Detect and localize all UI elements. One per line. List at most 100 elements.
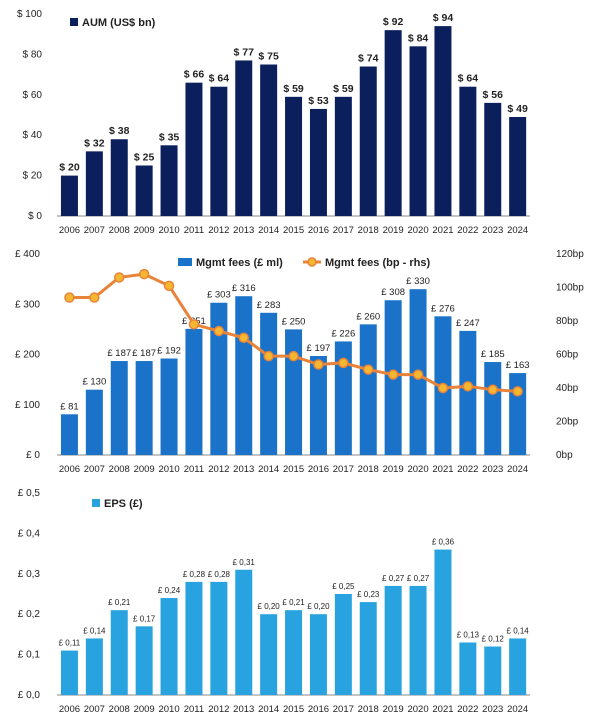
fees-bar bbox=[459, 330, 477, 455]
eps-bar bbox=[384, 585, 402, 695]
fees-bar bbox=[260, 312, 278, 455]
aum-bar bbox=[409, 46, 427, 216]
aum-bar bbox=[509, 117, 527, 216]
fees-value-label: £ 308 bbox=[381, 287, 405, 298]
fees-bp-point bbox=[412, 369, 424, 380]
fees-bar bbox=[309, 356, 327, 455]
eps-value-label: £ 0,21 bbox=[282, 598, 305, 607]
fees-value-label: £ 130 bbox=[82, 377, 106, 388]
aum-bar bbox=[110, 139, 128, 216]
eps-xtick-label: 2016 bbox=[308, 704, 329, 715]
fees-bp-point bbox=[487, 384, 498, 395]
fees-value-label: £ 260 bbox=[356, 311, 380, 322]
aum-value-label: $ 59 bbox=[283, 83, 304, 95]
fees-ytick-left-label: £ 200 bbox=[15, 350, 40, 361]
aum-value-label: $ 35 bbox=[159, 131, 180, 143]
aum-bar bbox=[235, 60, 253, 217]
eps-ytick-label: £ 0,5 bbox=[18, 488, 41, 499]
aum-xtick-label: 2008 bbox=[109, 225, 130, 236]
aum-xtick-label: 2024 bbox=[507, 225, 528, 236]
eps-xtick-label: 2015 bbox=[283, 704, 304, 715]
fees-ytick-right-label: 60bp bbox=[556, 350, 579, 361]
fees-xtick-label: 2016 bbox=[308, 464, 329, 475]
fees-bp-point bbox=[512, 386, 523, 397]
eps-bar bbox=[334, 594, 352, 695]
fees-ytick-right-label: 40bp bbox=[556, 383, 579, 394]
fees-xtick-label: 2018 bbox=[358, 464, 379, 475]
fees-bp-point bbox=[288, 350, 299, 362]
fees-legend-bar-swatch bbox=[178, 258, 192, 266]
eps-bar bbox=[309, 614, 327, 695]
fees-bp-point bbox=[363, 364, 374, 375]
fees-ytick-right-label: 0bp bbox=[556, 450, 573, 461]
aum-value-label: $ 49 bbox=[507, 103, 528, 115]
fees-ytick-right-label: 20bp bbox=[556, 417, 579, 428]
aum-ytick-label: $ 60 bbox=[23, 90, 43, 101]
fees-value-label: £ 185 bbox=[481, 349, 505, 360]
fees-bar bbox=[160, 358, 178, 455]
aum-xtick-label: 2015 bbox=[283, 225, 304, 236]
eps-bar bbox=[409, 585, 427, 695]
fees-xtick-label: 2012 bbox=[208, 464, 229, 475]
aum-bar bbox=[384, 30, 402, 216]
aum-value-label: $ 64 bbox=[458, 73, 479, 85]
eps-ytick-label: £ 0,3 bbox=[18, 569, 41, 580]
aum-value-label: $ 38 bbox=[109, 125, 130, 137]
aum-bar bbox=[185, 82, 203, 217]
aum-value-label: $ 56 bbox=[483, 89, 504, 101]
aum-bar bbox=[210, 86, 228, 216]
eps-legend-label: EPS (£) bbox=[104, 498, 143, 510]
fees-xtick-label: 2015 bbox=[283, 464, 304, 475]
aum-xtick-label: 2013 bbox=[233, 225, 254, 236]
eps-value-label: £ 0,24 bbox=[158, 586, 181, 595]
aum-value-label: $ 84 bbox=[408, 32, 429, 44]
fees-ytick-left-label: £ 300 bbox=[15, 299, 40, 310]
aum-value-label: $ 74 bbox=[358, 53, 379, 65]
aum-legend-label: AUM (US$ bn) bbox=[82, 17, 156, 29]
eps-chart: £ 0,0 £ 0,1 £ 0,2 £ 0,3 £ 0,4 £ 0,5 £ 0,11 2006… bbox=[18, 488, 531, 715]
eps-bar bbox=[285, 610, 303, 695]
eps-value-label: £ 0,31 bbox=[233, 558, 256, 567]
aum-bar bbox=[309, 108, 327, 216]
aum-bar bbox=[484, 102, 502, 216]
fees-bar bbox=[484, 362, 502, 455]
fees-value-label: £ 226 bbox=[331, 328, 355, 339]
eps-value-label: £ 0,28 bbox=[183, 570, 206, 579]
aum-chart: $ 0 $ 20 $ 40 $ 60 $ 80 $ 100 $ 20 2006 $ 32 2007… bbox=[17, 9, 531, 236]
eps-value-label: £ 0,20 bbox=[307, 602, 330, 611]
fees-ytick-left-label: £ 0 bbox=[26, 450, 40, 461]
eps-xtick-label: 2012 bbox=[208, 704, 229, 715]
eps-value-label: £ 0,27 bbox=[382, 574, 405, 583]
eps-value-label: £ 0,25 bbox=[332, 582, 355, 591]
aum-xtick-label: 2006 bbox=[59, 225, 80, 236]
fees-bar bbox=[509, 373, 527, 455]
aum-xtick-label: 2010 bbox=[158, 225, 179, 236]
fees-legend-line-label: Mgmt fees (bp - rhs) bbox=[325, 257, 430, 269]
eps-xtick-label: 2014 bbox=[258, 704, 279, 715]
eps-value-label: £ 0,14 bbox=[83, 626, 106, 635]
aum-xtick-label: 2009 bbox=[134, 225, 155, 236]
eps-bar bbox=[85, 638, 103, 695]
fees-legend-bar-label: Mgmt fees (£ ml) bbox=[196, 257, 283, 269]
aum-value-label: $ 53 bbox=[308, 95, 329, 107]
eps-xtick-label: 2024 bbox=[507, 704, 528, 715]
eps-xtick-label: 2021 bbox=[432, 704, 453, 715]
aum-bar bbox=[135, 165, 153, 216]
fees-value-label: £ 187 bbox=[107, 348, 131, 359]
fees-value-label: £ 187 bbox=[132, 348, 156, 359]
fees-legend-line-marker bbox=[307, 257, 317, 267]
mgmt-fees-chart: £ 0 £ 100 £ 200 £ 300 £ 400 0bp 20bp 40bp 60bp 80… bbox=[15, 249, 584, 475]
aum-xtick-label: 2016 bbox=[308, 225, 329, 236]
fees-value-label: £ 250 bbox=[282, 316, 306, 327]
eps-value-label: £ 0,20 bbox=[258, 602, 281, 611]
aum-bar bbox=[359, 66, 377, 217]
fees-value-label: £ 276 bbox=[431, 303, 455, 314]
eps-xtick-label: 2006 bbox=[59, 704, 80, 715]
fees-xtick-label: 2014 bbox=[258, 464, 279, 475]
fees-ytick-left-label: £ 100 bbox=[15, 400, 40, 411]
eps-xtick-label: 2008 bbox=[109, 704, 130, 715]
aum-xtick-label: 2022 bbox=[457, 225, 478, 236]
eps-bar bbox=[260, 614, 278, 695]
aum-xtick-label: 2014 bbox=[258, 225, 279, 236]
eps-value-label: £ 0,12 bbox=[482, 635, 505, 644]
